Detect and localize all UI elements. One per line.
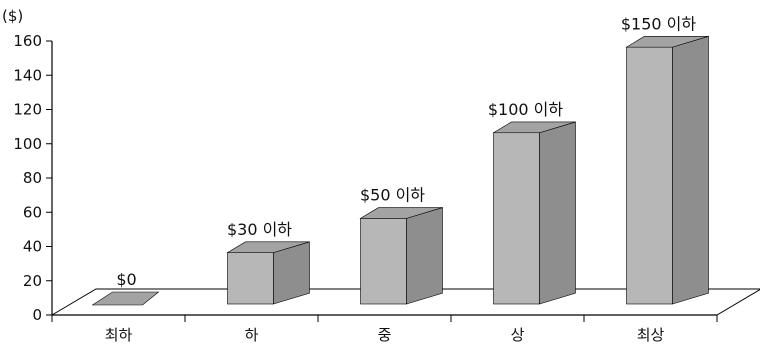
bar-front-face xyxy=(493,132,540,305)
y-tick-label: 100 xyxy=(13,135,42,153)
data-label: $30 이하 xyxy=(227,220,292,239)
bar xyxy=(492,121,576,305)
data-label: $100 이하 xyxy=(488,100,564,119)
y-tick-label: 80 xyxy=(23,169,42,187)
x-tick-label: 중 xyxy=(378,326,392,344)
y-tick-label: 160 xyxy=(13,32,42,50)
y-tick-label: 120 xyxy=(13,101,42,119)
x-tick-label: 하 xyxy=(245,326,259,344)
x-tick-label: 최상 xyxy=(637,326,665,344)
y-tick-label: 20 xyxy=(23,272,42,290)
x-tick-label: 상 xyxy=(511,326,525,344)
y-axis-label: ($) xyxy=(2,7,23,25)
bar xyxy=(359,207,443,305)
bar-front-face xyxy=(626,46,673,305)
x-tick-label: 최하 xyxy=(105,326,133,344)
bar-front-face xyxy=(360,218,407,305)
data-label: $150 이하 xyxy=(621,14,697,33)
bar-top-face xyxy=(492,121,576,134)
y-tick-label: 0 xyxy=(32,306,42,324)
y-tick-label: 140 xyxy=(13,66,42,84)
bar xyxy=(226,241,310,305)
bar-top-face xyxy=(359,207,443,219)
bar xyxy=(625,35,709,305)
bar xyxy=(91,291,160,306)
bar-top-face xyxy=(91,291,160,306)
bar-top-face xyxy=(625,36,709,48)
y-tick-label: 40 xyxy=(23,238,42,256)
bar-side-face xyxy=(672,35,709,305)
bar-top-face xyxy=(226,241,310,253)
bar-front-face xyxy=(227,252,274,305)
data-label: $50 이하 xyxy=(360,186,425,205)
y-tick-label: 60 xyxy=(23,203,42,221)
bar-side-face xyxy=(406,207,443,305)
data-label: $0 xyxy=(116,270,136,289)
bar-side-face xyxy=(539,121,576,305)
